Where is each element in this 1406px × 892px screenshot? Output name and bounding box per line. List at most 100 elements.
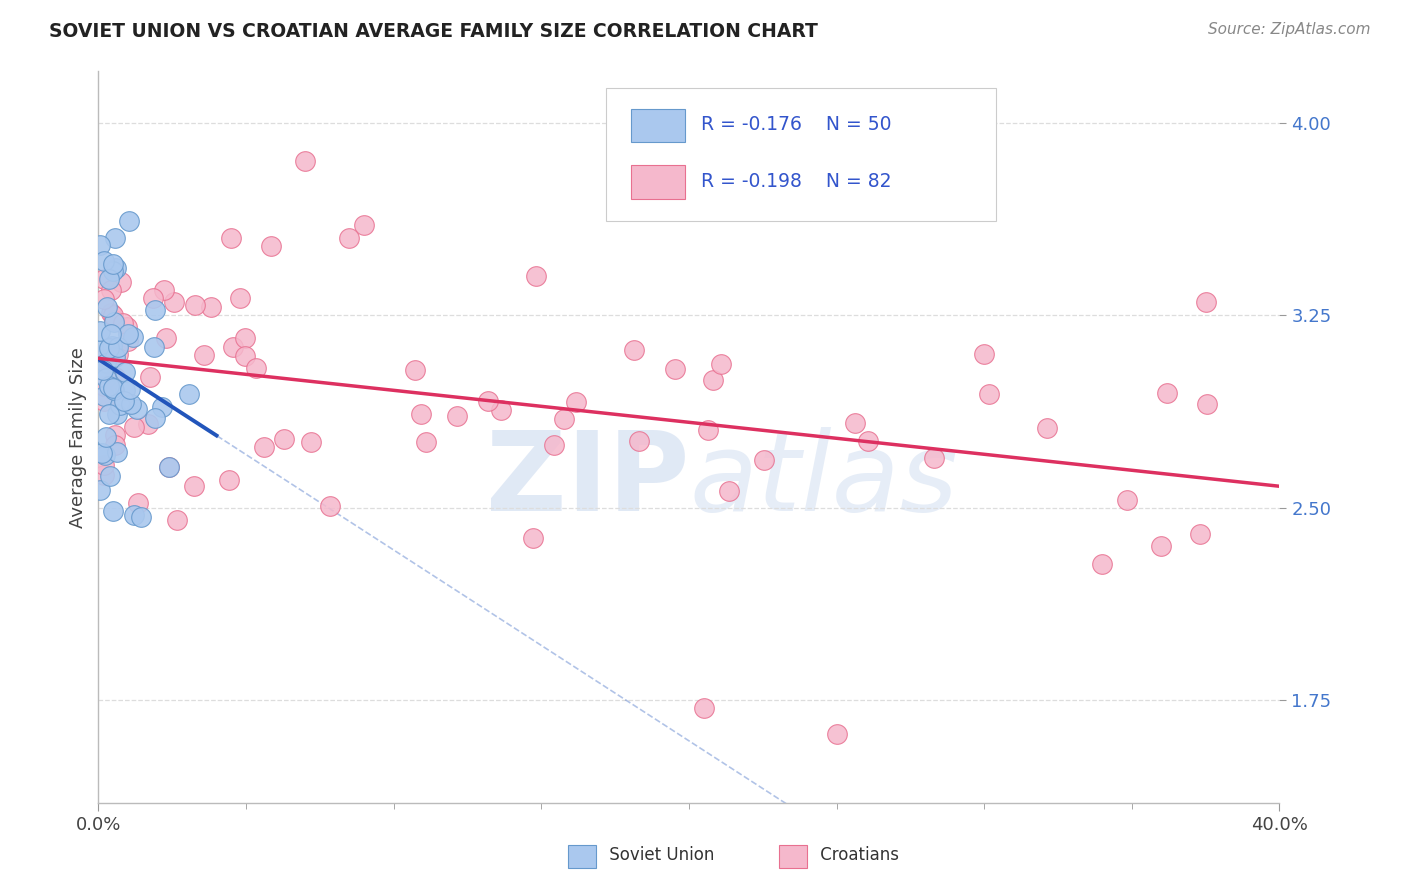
Point <box>89 343 111 358</box>
Point <box>103 383 125 397</box>
Point <box>131 509 153 524</box>
Point <box>1150 539 1173 553</box>
Point <box>114 383 136 397</box>
Point <box>91 363 114 377</box>
Point <box>101 381 124 395</box>
Point <box>489 403 512 417</box>
Point <box>101 308 124 322</box>
Point <box>104 260 127 275</box>
Point <box>93 467 115 482</box>
Point <box>104 350 127 364</box>
Point <box>409 408 432 422</box>
Point <box>90 446 112 460</box>
Point <box>273 433 295 447</box>
Point <box>150 400 173 414</box>
Point <box>163 295 186 310</box>
Point <box>122 420 145 434</box>
Point <box>98 272 121 286</box>
Point <box>200 300 222 314</box>
Point <box>143 340 166 354</box>
Point <box>105 444 128 458</box>
Point <box>221 231 243 245</box>
Text: ZIP: ZIP <box>485 427 689 534</box>
Point <box>166 513 188 527</box>
Point <box>628 434 651 448</box>
Point <box>143 410 166 425</box>
Point <box>415 435 437 450</box>
Point <box>752 452 775 467</box>
Text: SOVIET UNION VS CROATIAN AVERAGE FAMILY SIZE CORRELATION CHART: SOVIET UNION VS CROATIAN AVERAGE FAMILY … <box>49 22 818 41</box>
Y-axis label: Average Family Size: Average Family Size <box>69 347 87 527</box>
Point <box>93 389 115 403</box>
Point <box>105 407 128 421</box>
Point <box>110 275 132 289</box>
Point <box>139 370 162 384</box>
Point <box>104 370 127 384</box>
Text: Soviet Union: Soviet Union <box>583 846 714 863</box>
Point <box>93 351 115 366</box>
Text: Croatians: Croatians <box>794 846 900 863</box>
Point <box>979 386 1001 401</box>
Point <box>664 362 686 376</box>
Point <box>477 393 499 408</box>
Point <box>543 438 565 452</box>
Point <box>114 365 136 379</box>
Point <box>142 291 165 305</box>
Text: R = -0.176    N = 50: R = -0.176 N = 50 <box>700 115 891 135</box>
Point <box>98 379 121 393</box>
Point <box>101 504 124 518</box>
Point <box>522 531 544 545</box>
Point <box>136 417 159 432</box>
Point <box>184 298 207 312</box>
Point <box>228 291 250 305</box>
Point <box>177 387 200 401</box>
Point <box>157 460 180 475</box>
Point <box>115 319 138 334</box>
Point <box>693 701 716 715</box>
Point <box>319 499 342 513</box>
Point <box>856 434 879 448</box>
FancyBboxPatch shape <box>631 165 685 199</box>
Point <box>98 468 121 483</box>
Point <box>524 268 547 283</box>
Point <box>93 254 115 268</box>
Point <box>193 348 215 362</box>
Point <box>96 300 118 314</box>
Point <box>93 449 115 463</box>
Text: Source: ZipAtlas.com: Source: ZipAtlas.com <box>1208 22 1371 37</box>
Point <box>107 340 129 354</box>
Point <box>696 424 718 438</box>
Point <box>104 438 127 452</box>
Point <box>155 330 177 344</box>
Point <box>922 450 945 465</box>
Point <box>1091 557 1114 571</box>
Point <box>104 427 127 442</box>
Point <box>404 362 426 376</box>
Point <box>294 154 316 169</box>
Point <box>117 334 139 348</box>
Point <box>218 473 240 487</box>
Point <box>103 315 125 329</box>
Point <box>710 357 733 371</box>
Point <box>253 440 276 454</box>
Point <box>93 394 115 409</box>
Point <box>125 401 148 416</box>
Point <box>120 382 142 396</box>
Point <box>1116 493 1139 508</box>
Text: atlas: atlas <box>689 427 957 534</box>
Point <box>299 434 322 449</box>
Point <box>94 430 117 444</box>
Point <box>222 341 245 355</box>
Point <box>107 347 129 361</box>
Point <box>1197 397 1219 411</box>
Point <box>112 394 135 409</box>
Point <box>1035 421 1057 435</box>
Point <box>93 458 115 473</box>
Point <box>100 326 122 341</box>
Point <box>120 397 142 411</box>
Point <box>623 343 645 358</box>
Point <box>94 356 117 370</box>
Point <box>96 370 118 384</box>
Point <box>118 214 141 228</box>
FancyBboxPatch shape <box>606 88 995 221</box>
